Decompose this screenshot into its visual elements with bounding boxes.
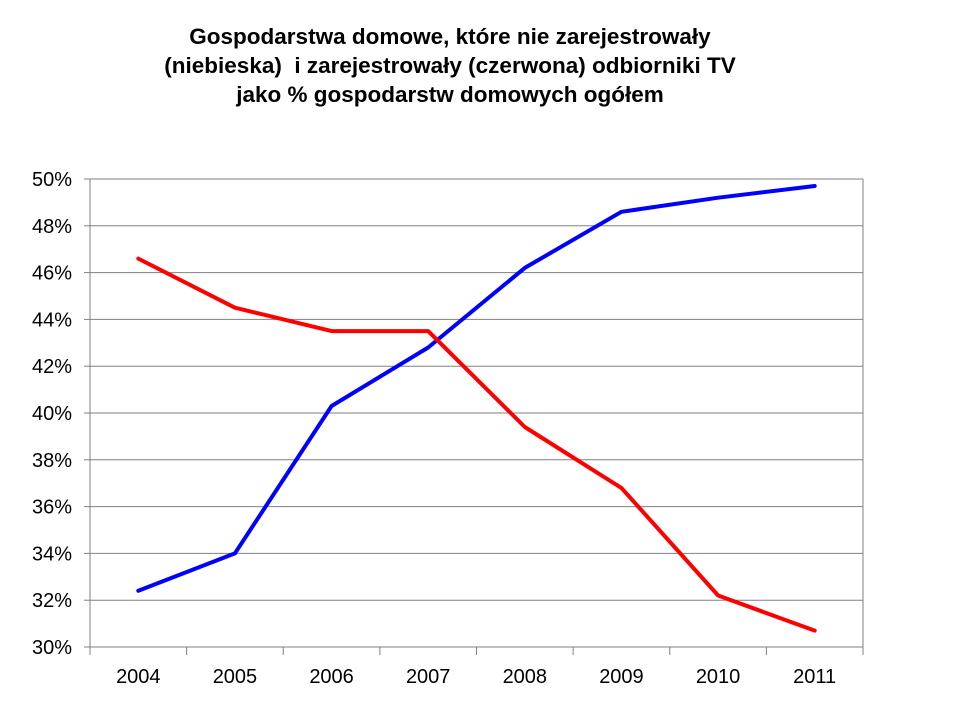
x-tick-label: 2006 xyxy=(309,666,354,688)
y-tick-label: 48% xyxy=(32,216,72,238)
x-tick-label: 2005 xyxy=(213,666,258,688)
y-tick-label: 46% xyxy=(32,263,72,285)
y-tick-label: 36% xyxy=(32,497,72,519)
y-tick-label: 38% xyxy=(32,450,72,472)
chart-title-line-2: (niebieska) i zarejestrowały (czerwona) … xyxy=(164,53,736,78)
series-line-2 xyxy=(136,256,817,633)
y-tick-label: 44% xyxy=(32,309,72,331)
y-tick-label: 42% xyxy=(32,356,72,378)
x-tick-label: 2007 xyxy=(406,666,451,688)
x-tick-label: 2010 xyxy=(696,666,741,688)
y-tick-label: 30% xyxy=(32,637,72,659)
x-tick-label: 2004 xyxy=(116,666,161,688)
y-tick-label: 50% xyxy=(32,169,72,191)
tick-labels: 30% 32% 34% 36% 38% 40% 42% 44% 46% 48% 50% 2004 200… xyxy=(32,169,836,688)
chart-title-line-3: jako % gospodarstw domowych ogółem xyxy=(236,82,664,107)
gridlines xyxy=(90,178,864,647)
chart-title-line-1: Gospodarstwa domowe, które nie zarejestr… xyxy=(189,24,711,49)
y-tick-label: 32% xyxy=(32,590,72,612)
x-tick-label: 2011 xyxy=(793,666,836,688)
axes xyxy=(84,178,864,655)
x-tick-label: 2008 xyxy=(503,666,548,688)
y-tick-label: 40% xyxy=(32,403,72,425)
x-tick-label: 2009 xyxy=(599,666,644,688)
series-line-1 xyxy=(136,184,817,593)
chart-title: Gospodarstwa domowe, które nie zarejestr… xyxy=(0,22,900,109)
series-lines xyxy=(136,184,817,633)
y-tick-label: 34% xyxy=(32,543,72,565)
